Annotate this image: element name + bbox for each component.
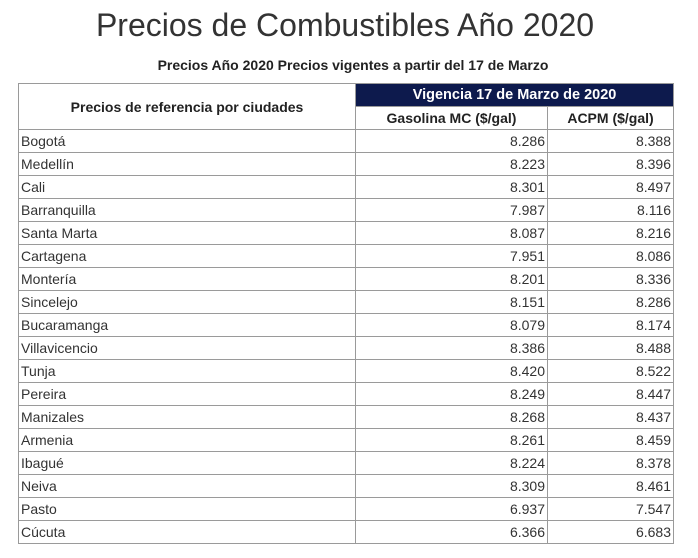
page-title: Precios de Combustibles Año 2020 <box>95 7 595 43</box>
table-row: Armenia 8.261 8.459 <box>18 428 675 452</box>
acpm-price-cell: 8.459 <box>546 428 675 452</box>
table-row: Manizales 8.268 8.437 <box>18 405 675 429</box>
gasolina-price-cell: 8.087 <box>355 221 548 245</box>
gasolina-price-cell: 8.261 <box>355 428 548 452</box>
acpm-price-cell: 8.461 <box>546 474 675 498</box>
acpm-price-cell: 8.488 <box>546 336 675 360</box>
gasolina-price-cell: 6.937 <box>355 497 548 521</box>
table-row: Medellín 8.223 8.396 <box>18 152 675 176</box>
acpm-price-cell: 8.116 <box>546 198 675 222</box>
city-name-cell: Pereira <box>18 382 356 406</box>
acpm-price-cell: 8.174 <box>546 313 675 337</box>
table-row: Cúcuta 6.366 6.683 <box>18 520 675 544</box>
gasolina-price-cell: 7.987 <box>355 198 548 222</box>
gasolina-column-header: Gasolina MC ($/gal) <box>355 106 548 130</box>
table-row: Ibagué 8.224 8.378 <box>18 451 675 475</box>
acpm-price-cell: 8.447 <box>546 382 675 406</box>
acpm-column-header: ACPM ($/gal) <box>546 106 675 130</box>
gasolina-price-cell: 8.224 <box>355 451 548 475</box>
table-row: Pereira 8.249 8.447 <box>18 382 675 406</box>
table-row: Neiva 8.309 8.461 <box>18 474 675 498</box>
gasolina-price-cell: 8.309 <box>355 474 548 498</box>
table-row: Santa Marta 8.087 8.216 <box>18 221 675 245</box>
acpm-price-cell: 8.437 <box>546 405 675 429</box>
table-body: Bogotá 8.286 8.388 Medellín 8.223 8.396 Cali 8.… <box>18 129 675 544</box>
table-row: Montería 8.201 8.336 <box>18 267 675 291</box>
reference-prices-header: Precios de referencia por ciudades <box>18 83 356 130</box>
table-row: Cartagena 7.951 8.086 <box>18 244 675 268</box>
city-name-cell: Cúcuta <box>18 520 356 544</box>
city-name-cell: Ibagué <box>18 451 356 475</box>
gasolina-price-cell: 8.201 <box>355 267 548 291</box>
city-name-cell: Armenia <box>18 428 356 452</box>
city-name-cell: Bucaramanga <box>18 313 356 337</box>
acpm-price-cell: 8.497 <box>546 175 675 199</box>
acpm-price-cell: 8.086 <box>546 244 675 268</box>
gasolina-price-cell: 8.079 <box>355 313 548 337</box>
gasolina-price-cell: 8.386 <box>355 336 548 360</box>
city-name-cell: Medellín <box>18 152 356 176</box>
table-row: Barranquilla 7.987 8.116 <box>18 198 675 222</box>
city-name-cell: Neiva <box>18 474 356 498</box>
table-row: Cali 8.301 8.497 <box>18 175 675 199</box>
page-subtitle: Precios Año 2020 Precios vigentes a part… <box>157 57 549 73</box>
gasolina-price-cell: 6.366 <box>355 520 548 544</box>
city-name-cell: Santa Marta <box>18 221 356 245</box>
gasolina-price-cell: 8.268 <box>355 405 548 429</box>
table-row: Villavicencio 8.386 8.488 <box>18 336 675 360</box>
acpm-price-cell: 8.378 <box>546 451 675 475</box>
city-name-cell: Bogotá <box>18 129 356 153</box>
gasolina-price-cell: 8.151 <box>355 290 548 314</box>
table-row: Bogotá 8.286 8.388 <box>18 129 675 153</box>
gasolina-price-cell: 8.249 <box>355 382 548 406</box>
acpm-price-cell: 8.216 <box>546 221 675 245</box>
gasolina-price-cell: 8.286 <box>355 129 548 153</box>
gasolina-price-cell: 8.420 <box>355 359 548 383</box>
city-name-cell: Barranquilla <box>18 198 356 222</box>
acpm-price-cell: 8.396 <box>546 152 675 176</box>
city-name-cell: Manizales <box>18 405 356 429</box>
acpm-price-cell: 8.388 <box>546 129 675 153</box>
table-row: Tunja 8.420 8.522 <box>18 359 675 383</box>
gasolina-price-cell: 7.951 <box>355 244 548 268</box>
acpm-price-cell: 8.522 <box>546 359 675 383</box>
table-header-row: Precios de referencia por ciudades Vigen… <box>18 83 675 130</box>
city-name-cell: Villavicencio <box>18 336 356 360</box>
table-row: Pasto 6.937 7.547 <box>18 497 675 521</box>
gasolina-price-cell: 8.223 <box>355 152 548 176</box>
table-row: Bucaramanga 8.079 8.174 <box>18 313 675 337</box>
city-name-cell: Tunja <box>18 359 356 383</box>
table-row: Sincelejo 8.151 8.286 <box>18 290 675 314</box>
city-name-cell: Cartagena <box>18 244 356 268</box>
vigencia-header: Vigencia 17 de Marzo de 2020 <box>354 83 675 107</box>
fuel-prices-table: Precios de referencia por ciudades Vigen… <box>18 83 675 544</box>
acpm-price-cell: 8.286 <box>546 290 675 314</box>
acpm-price-cell: 6.683 <box>546 520 675 544</box>
city-name-cell: Cali <box>18 175 356 199</box>
gasolina-price-cell: 8.301 <box>355 175 548 199</box>
acpm-price-cell: 8.336 <box>546 267 675 291</box>
city-name-cell: Montería <box>18 267 356 291</box>
table-subheader-row: Gasolina MC ($/gal) ACPM ($/gal) <box>19 106 675 130</box>
acpm-price-cell: 7.547 <box>546 497 675 521</box>
city-name-cell: Sincelejo <box>18 290 356 314</box>
city-name-cell: Pasto <box>18 497 356 521</box>
